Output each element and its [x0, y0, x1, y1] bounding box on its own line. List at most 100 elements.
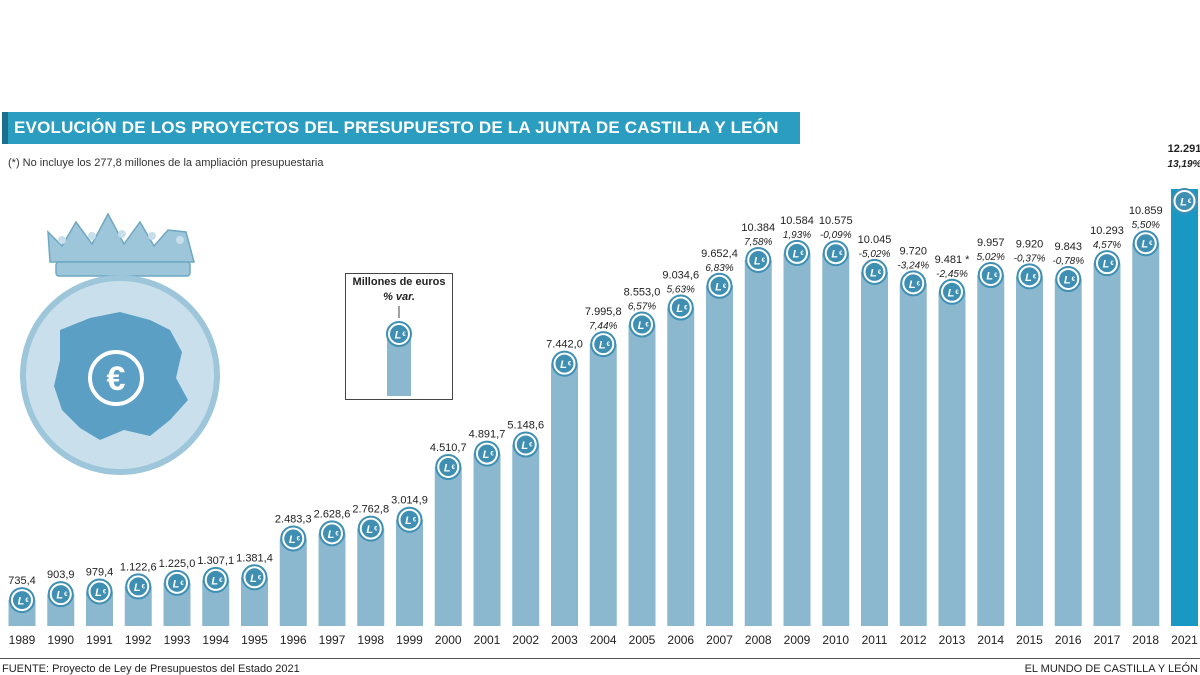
- legend-var-label: % var.: [383, 291, 415, 303]
- year-tick-label: 2001: [474, 633, 501, 647]
- value-label: 9.034,6: [662, 270, 699, 282]
- bar-2005: [628, 324, 656, 626]
- pct-var-label: 7,44%: [589, 321, 617, 332]
- pct-var-label: 5,02%: [977, 252, 1005, 263]
- svg-text:L: L: [909, 279, 916, 291]
- svg-text:€: €: [64, 592, 68, 598]
- year-tick-label: 2009: [784, 633, 811, 647]
- value-label: 1.122,6: [120, 561, 157, 573]
- svg-text:€: €: [335, 531, 339, 537]
- euro-icon: €: [88, 350, 144, 406]
- svg-text:L: L: [599, 340, 606, 352]
- badge-icon: L €: [1016, 263, 1043, 290]
- svg-text:L: L: [1180, 197, 1187, 209]
- svg-text:€: €: [1149, 241, 1153, 247]
- year-tick-label: 2014: [977, 633, 1004, 647]
- year-tick-label: 2013: [939, 633, 966, 647]
- value-label: 1.307,1: [197, 555, 234, 567]
- bar-2001: [473, 453, 501, 626]
- badge-icon: L €: [551, 350, 578, 377]
- bar-2012: [899, 283, 927, 626]
- svg-text:L: L: [444, 462, 451, 474]
- legend: Millones de euros % var. L €: [345, 273, 453, 400]
- bar-2010: [822, 253, 850, 626]
- bar-2009: [783, 252, 811, 626]
- svg-text:€: €: [1110, 261, 1114, 267]
- badge-icon: L €: [1132, 230, 1159, 257]
- value-label: 10.584: [780, 215, 814, 227]
- svg-text:€: €: [402, 332, 406, 338]
- svg-text:€: €: [258, 575, 262, 581]
- bar-2017: [1093, 263, 1121, 626]
- pct-var-label: 7,58%: [744, 237, 772, 248]
- svg-text:€: €: [219, 578, 223, 584]
- svg-text:€: €: [452, 465, 456, 471]
- badge-icon: L €: [822, 240, 849, 267]
- svg-text:L: L: [366, 524, 373, 536]
- pct-var-label: -0,37%: [1014, 253, 1046, 264]
- value-label: 9.957: [977, 237, 1005, 249]
- year-tick-label: 1999: [396, 633, 423, 647]
- value-label: 903,9: [47, 569, 75, 581]
- svg-text:L: L: [134, 582, 141, 594]
- value-label: 8.553,0: [624, 287, 661, 299]
- bar-2008: [744, 259, 772, 626]
- legend-badge-icon: L €: [386, 321, 412, 347]
- year-tick-label: 1993: [164, 633, 191, 647]
- value-label: 4.891,7: [469, 429, 506, 441]
- svg-text:€: €: [800, 251, 804, 257]
- badge-icon: L €: [1171, 188, 1198, 214]
- year-tick-label: 2010: [822, 633, 849, 647]
- svg-text:L: L: [395, 330, 402, 342]
- badge-icon: L €: [706, 272, 733, 299]
- value-label: 2.628,6: [314, 508, 351, 520]
- publisher-credit: EL MUNDO DE CASTILLA Y LEÓN: [1024, 663, 1198, 675]
- value-label: 9.843: [1054, 241, 1082, 253]
- badge-icon: L €: [9, 587, 35, 614]
- badge-icon: L €: [474, 440, 500, 467]
- badge-icon: L €: [280, 525, 307, 552]
- year-tick-label: 1991: [86, 633, 113, 647]
- year-tick-label: 1996: [280, 633, 307, 647]
- source-note: FUENTE: Proyecto de Ley de Presupuestos …: [2, 663, 300, 675]
- badge-icon: L €: [202, 566, 229, 593]
- svg-text:L: L: [638, 320, 645, 332]
- chart-title: EVOLUCIÓN DE LOS PROYECTOS DEL PRESUPUES…: [14, 118, 779, 137]
- value-label: 5.148,6: [507, 420, 544, 432]
- year-tick-label: 2003: [551, 633, 578, 647]
- svg-text:L: L: [18, 596, 25, 608]
- svg-text:L: L: [948, 287, 955, 299]
- legend-unit-label: Millones de euros: [352, 276, 446, 288]
- badge-icon: L €: [396, 506, 423, 533]
- bar-2004: [589, 344, 617, 626]
- year-tick-label: 2002: [512, 633, 539, 647]
- badge-icon: L €: [512, 431, 539, 458]
- badge-icon: L €: [319, 520, 345, 547]
- value-label: 10.045: [858, 234, 892, 246]
- value-label: 10.575: [819, 215, 853, 227]
- crown-icon: [47, 212, 195, 277]
- value-label: 10.293: [1090, 225, 1124, 237]
- svg-text:L: L: [560, 359, 567, 371]
- year-tick-label: 2015: [1016, 633, 1043, 647]
- badge-icon: L €: [977, 262, 1004, 289]
- title-accent: [2, 112, 8, 144]
- svg-text:L: L: [173, 578, 180, 590]
- value-label: 10.859: [1129, 205, 1163, 217]
- badge-icon: L €: [590, 331, 617, 358]
- pct-var-label: -2,45%: [936, 269, 968, 280]
- svg-text:€: €: [762, 258, 766, 264]
- bar-2021: [1171, 189, 1198, 626]
- svg-text:L: L: [56, 590, 63, 602]
- svg-text:€: €: [374, 527, 378, 533]
- bar-2013: [938, 291, 966, 626]
- value-label: 2.762,8: [352, 504, 389, 516]
- svg-text:L: L: [1103, 259, 1110, 271]
- bar-2002: [512, 444, 540, 626]
- badge-icon: L €: [125, 573, 152, 600]
- year-tick-label: 2018: [1132, 633, 1159, 647]
- svg-text:€: €: [107, 360, 126, 398]
- value-label: 9.481 *: [935, 254, 971, 266]
- value-label: 1.225,0: [159, 558, 196, 570]
